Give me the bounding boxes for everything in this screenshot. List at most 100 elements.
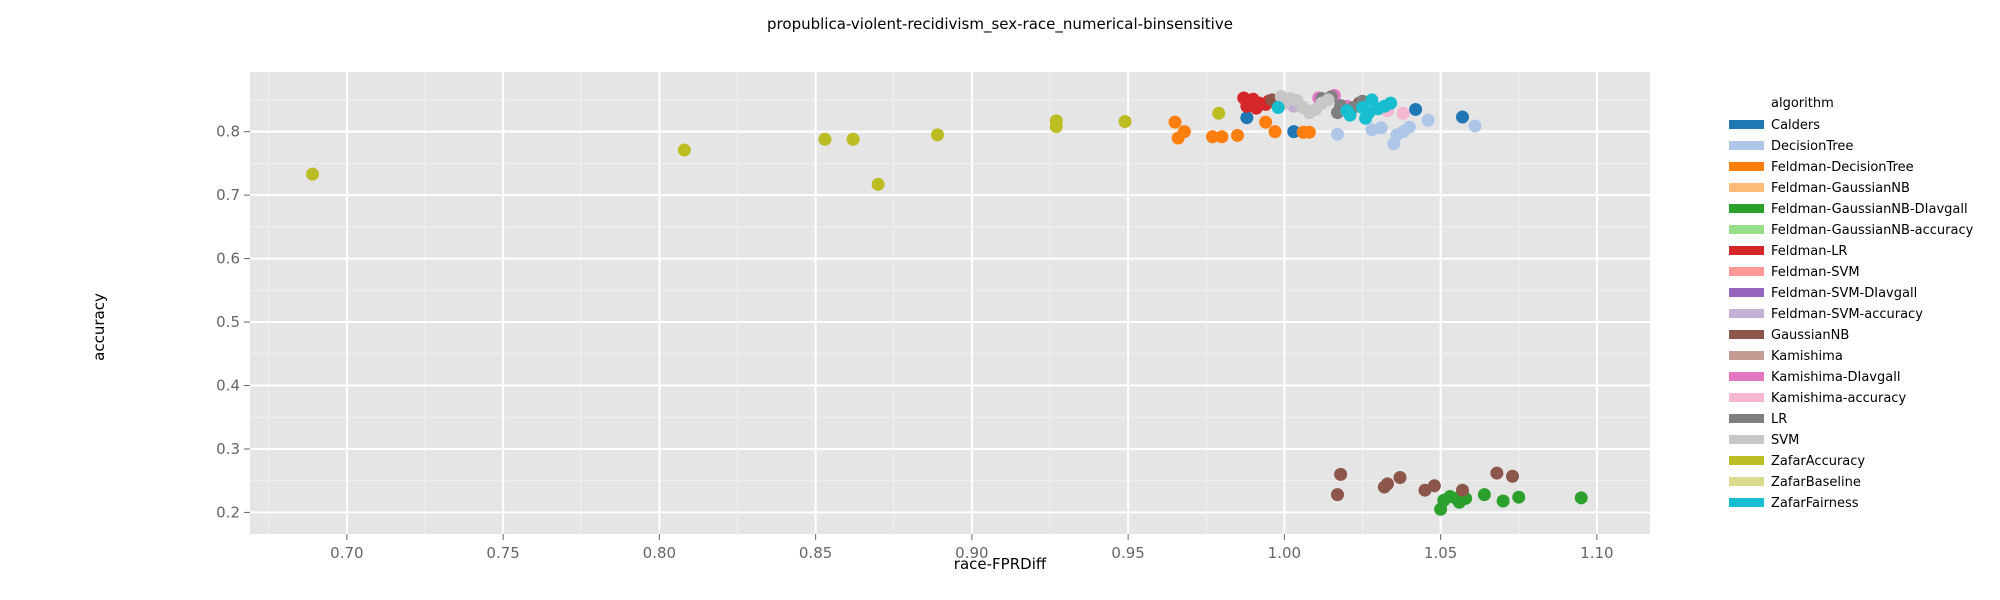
point-feldman-gaussiannb-diavgall xyxy=(1496,494,1510,508)
legend-swatch-feldman-svm-diavgall xyxy=(1729,288,1764,297)
data-points xyxy=(306,88,1588,516)
legend-swatch-feldman-gaussiannb xyxy=(1729,183,1764,192)
axis-ticks: 0.70 0.75 0.80 0.85 0.90 0.95 1.00 1.05 1.10 0.2 0… xyxy=(216,123,1613,562)
x-tick-label: 1.10 xyxy=(1580,544,1613,562)
point-feldman-decisiontree xyxy=(1302,125,1316,139)
x-tick-label: 0.70 xyxy=(330,544,363,562)
point-zafaraccuracy xyxy=(1212,106,1226,120)
legend-label-calders: Calders xyxy=(1771,118,1820,133)
legend-swatch-feldman-decisiontree xyxy=(1729,162,1764,171)
point-feldman-gaussiannb-diavgall xyxy=(1574,491,1588,505)
legend-swatch-decisiontree xyxy=(1729,141,1764,150)
x-tick-label: 1.05 xyxy=(1424,544,1457,562)
point-kamishima-accuracy xyxy=(1396,106,1410,120)
point-calders xyxy=(1287,125,1301,139)
y-tick-label: 0.8 xyxy=(216,123,240,141)
legend-label-feldman-gaussiannb: Feldman-GaussianNB xyxy=(1771,181,1910,196)
legend-label-svm: SVM xyxy=(1771,433,1799,448)
y-tick-label: 0.3 xyxy=(216,440,240,458)
legend-label-kamishima-diavgall: Kamishima-DIavgall xyxy=(1771,370,1900,385)
y-tick-label: 0.7 xyxy=(216,186,240,204)
point-zafarfairness xyxy=(1384,96,1398,110)
legend-label-feldman-svm-accuracy: Feldman-SVM-accuracy xyxy=(1771,307,1923,322)
legend-label-zafaraccuracy: ZafarAccuracy xyxy=(1771,454,1865,469)
point-gaussiannb xyxy=(1427,479,1441,493)
legend-swatch-feldman-gaussiannb-accuracy xyxy=(1729,225,1764,234)
point-feldman-decisiontree xyxy=(1177,125,1191,139)
point-gaussiannb xyxy=(1381,477,1394,491)
point-zafaraccuracy xyxy=(931,128,944,142)
point-zafaraccuracy xyxy=(846,132,860,146)
point-decisiontree xyxy=(1402,120,1416,134)
x-tick-label: 0.90 xyxy=(955,544,988,562)
point-zafaraccuracy xyxy=(1118,115,1132,128)
point-gaussiannb xyxy=(1506,469,1519,483)
point-feldman-decisiontree xyxy=(1268,125,1282,139)
x-tick-label: 0.95 xyxy=(1111,544,1144,562)
point-zafaraccuracy xyxy=(871,177,885,191)
point-zafaraccuracy xyxy=(306,167,319,181)
legend-swatch-gaussiannb xyxy=(1729,330,1764,339)
point-decisiontree xyxy=(1331,127,1344,141)
legend-label-feldman-gaussiannb-accuracy: Feldman-GaussianNB-accuracy xyxy=(1771,223,1974,238)
y-tick-label: 0.5 xyxy=(216,313,240,331)
point-gaussiannb xyxy=(1331,488,1344,502)
legend-label-zafarfairness: ZafarFairness xyxy=(1771,496,1859,511)
y-tick-label: 0.2 xyxy=(216,503,240,521)
point-gaussiannb xyxy=(1334,467,1348,481)
point-feldman-decisiontree xyxy=(1168,115,1182,129)
legend-label-kamishima: Kamishima xyxy=(1771,349,1843,364)
chart-title: propublica-violent-recidivism_sex-race_n… xyxy=(767,15,1233,34)
point-feldman-decisiontree xyxy=(1231,128,1244,142)
legend-label-gaussiannb: GaussianNB xyxy=(1771,328,1849,343)
point-zafarfairness xyxy=(1271,101,1285,115)
point-calders xyxy=(1456,110,1469,124)
x-tick-label: 0.75 xyxy=(486,544,519,562)
legend-swatch-feldman-svm-accuracy xyxy=(1729,309,1764,318)
legend-label-feldman-svm: Feldman-SVM xyxy=(1771,265,1860,280)
legend-label-decisiontree: DecisionTree xyxy=(1771,139,1853,154)
legend-label-feldman-gaussiannb-diavgall: Feldman-GaussianNB-DIavgall xyxy=(1771,202,1968,217)
legend-swatch-zafarfairness xyxy=(1729,498,1764,507)
legend-label-lr: LR xyxy=(1771,412,1787,427)
point-feldman-decisiontree xyxy=(1215,130,1229,144)
y-tick-label: 0.6 xyxy=(216,250,240,268)
legend-label-feldman-decisiontree: Feldman-DecisionTree xyxy=(1771,160,1914,175)
point-gaussiannb xyxy=(1393,471,1407,485)
plot-area xyxy=(250,72,1650,534)
point-feldman-gaussiannb-diavgall xyxy=(1477,488,1491,502)
x-tick-label: 1.00 xyxy=(1268,544,1301,562)
legend-swatch-kamishima-accuracy xyxy=(1729,393,1764,402)
point-calders xyxy=(1240,111,1254,125)
legend-swatch-feldman-lr xyxy=(1729,246,1764,255)
legend-swatch-zafarbaseline xyxy=(1729,477,1764,486)
point-decisiontree xyxy=(1374,121,1388,135)
legend-title: algorithm xyxy=(1771,96,1834,111)
point-feldman-gaussiannb-diavgall xyxy=(1512,490,1526,504)
point-calders xyxy=(1409,102,1423,116)
y-axis-label: accuracy xyxy=(90,293,108,361)
point-zafaraccuracy xyxy=(818,132,832,146)
point-feldman-decisiontree xyxy=(1259,115,1273,129)
grid-lines xyxy=(250,72,1650,534)
point-decisiontree xyxy=(1421,113,1435,127)
y-tick-label: 0.4 xyxy=(216,377,240,395)
point-feldman-decisiontree xyxy=(1206,130,1219,144)
legend-label-kamishima-accuracy: Kamishima-accuracy xyxy=(1771,391,1906,406)
point-zafarfairness xyxy=(1343,108,1357,122)
legend-swatch-svm xyxy=(1729,435,1764,444)
legend-swatch-feldman-gaussiannb-diavgall xyxy=(1729,204,1764,213)
legend-label-zafarbaseline: ZafarBaseline xyxy=(1771,475,1861,490)
legend-label-feldman-lr: Feldman-LR xyxy=(1771,244,1847,259)
x-tick-label: 0.80 xyxy=(643,544,676,562)
point-gaussiannb xyxy=(1456,483,1469,497)
legend: algorithm Calders DecisionTree Feldman-Dec… xyxy=(1729,96,1974,511)
legend-swatch-kamishima-diavgall xyxy=(1729,372,1764,381)
point-gaussiannb xyxy=(1490,466,1504,480)
legend-swatch-zafaraccuracy xyxy=(1729,456,1764,465)
point-zafaraccuracy xyxy=(1049,114,1063,128)
point-zafaraccuracy xyxy=(677,143,691,157)
point-decisiontree xyxy=(1468,119,1482,133)
legend-label-feldman-svm-diavgall: Feldman-SVM-DIavgall xyxy=(1771,286,1917,301)
x-axis-label: race-FPRDiff xyxy=(954,555,1047,573)
